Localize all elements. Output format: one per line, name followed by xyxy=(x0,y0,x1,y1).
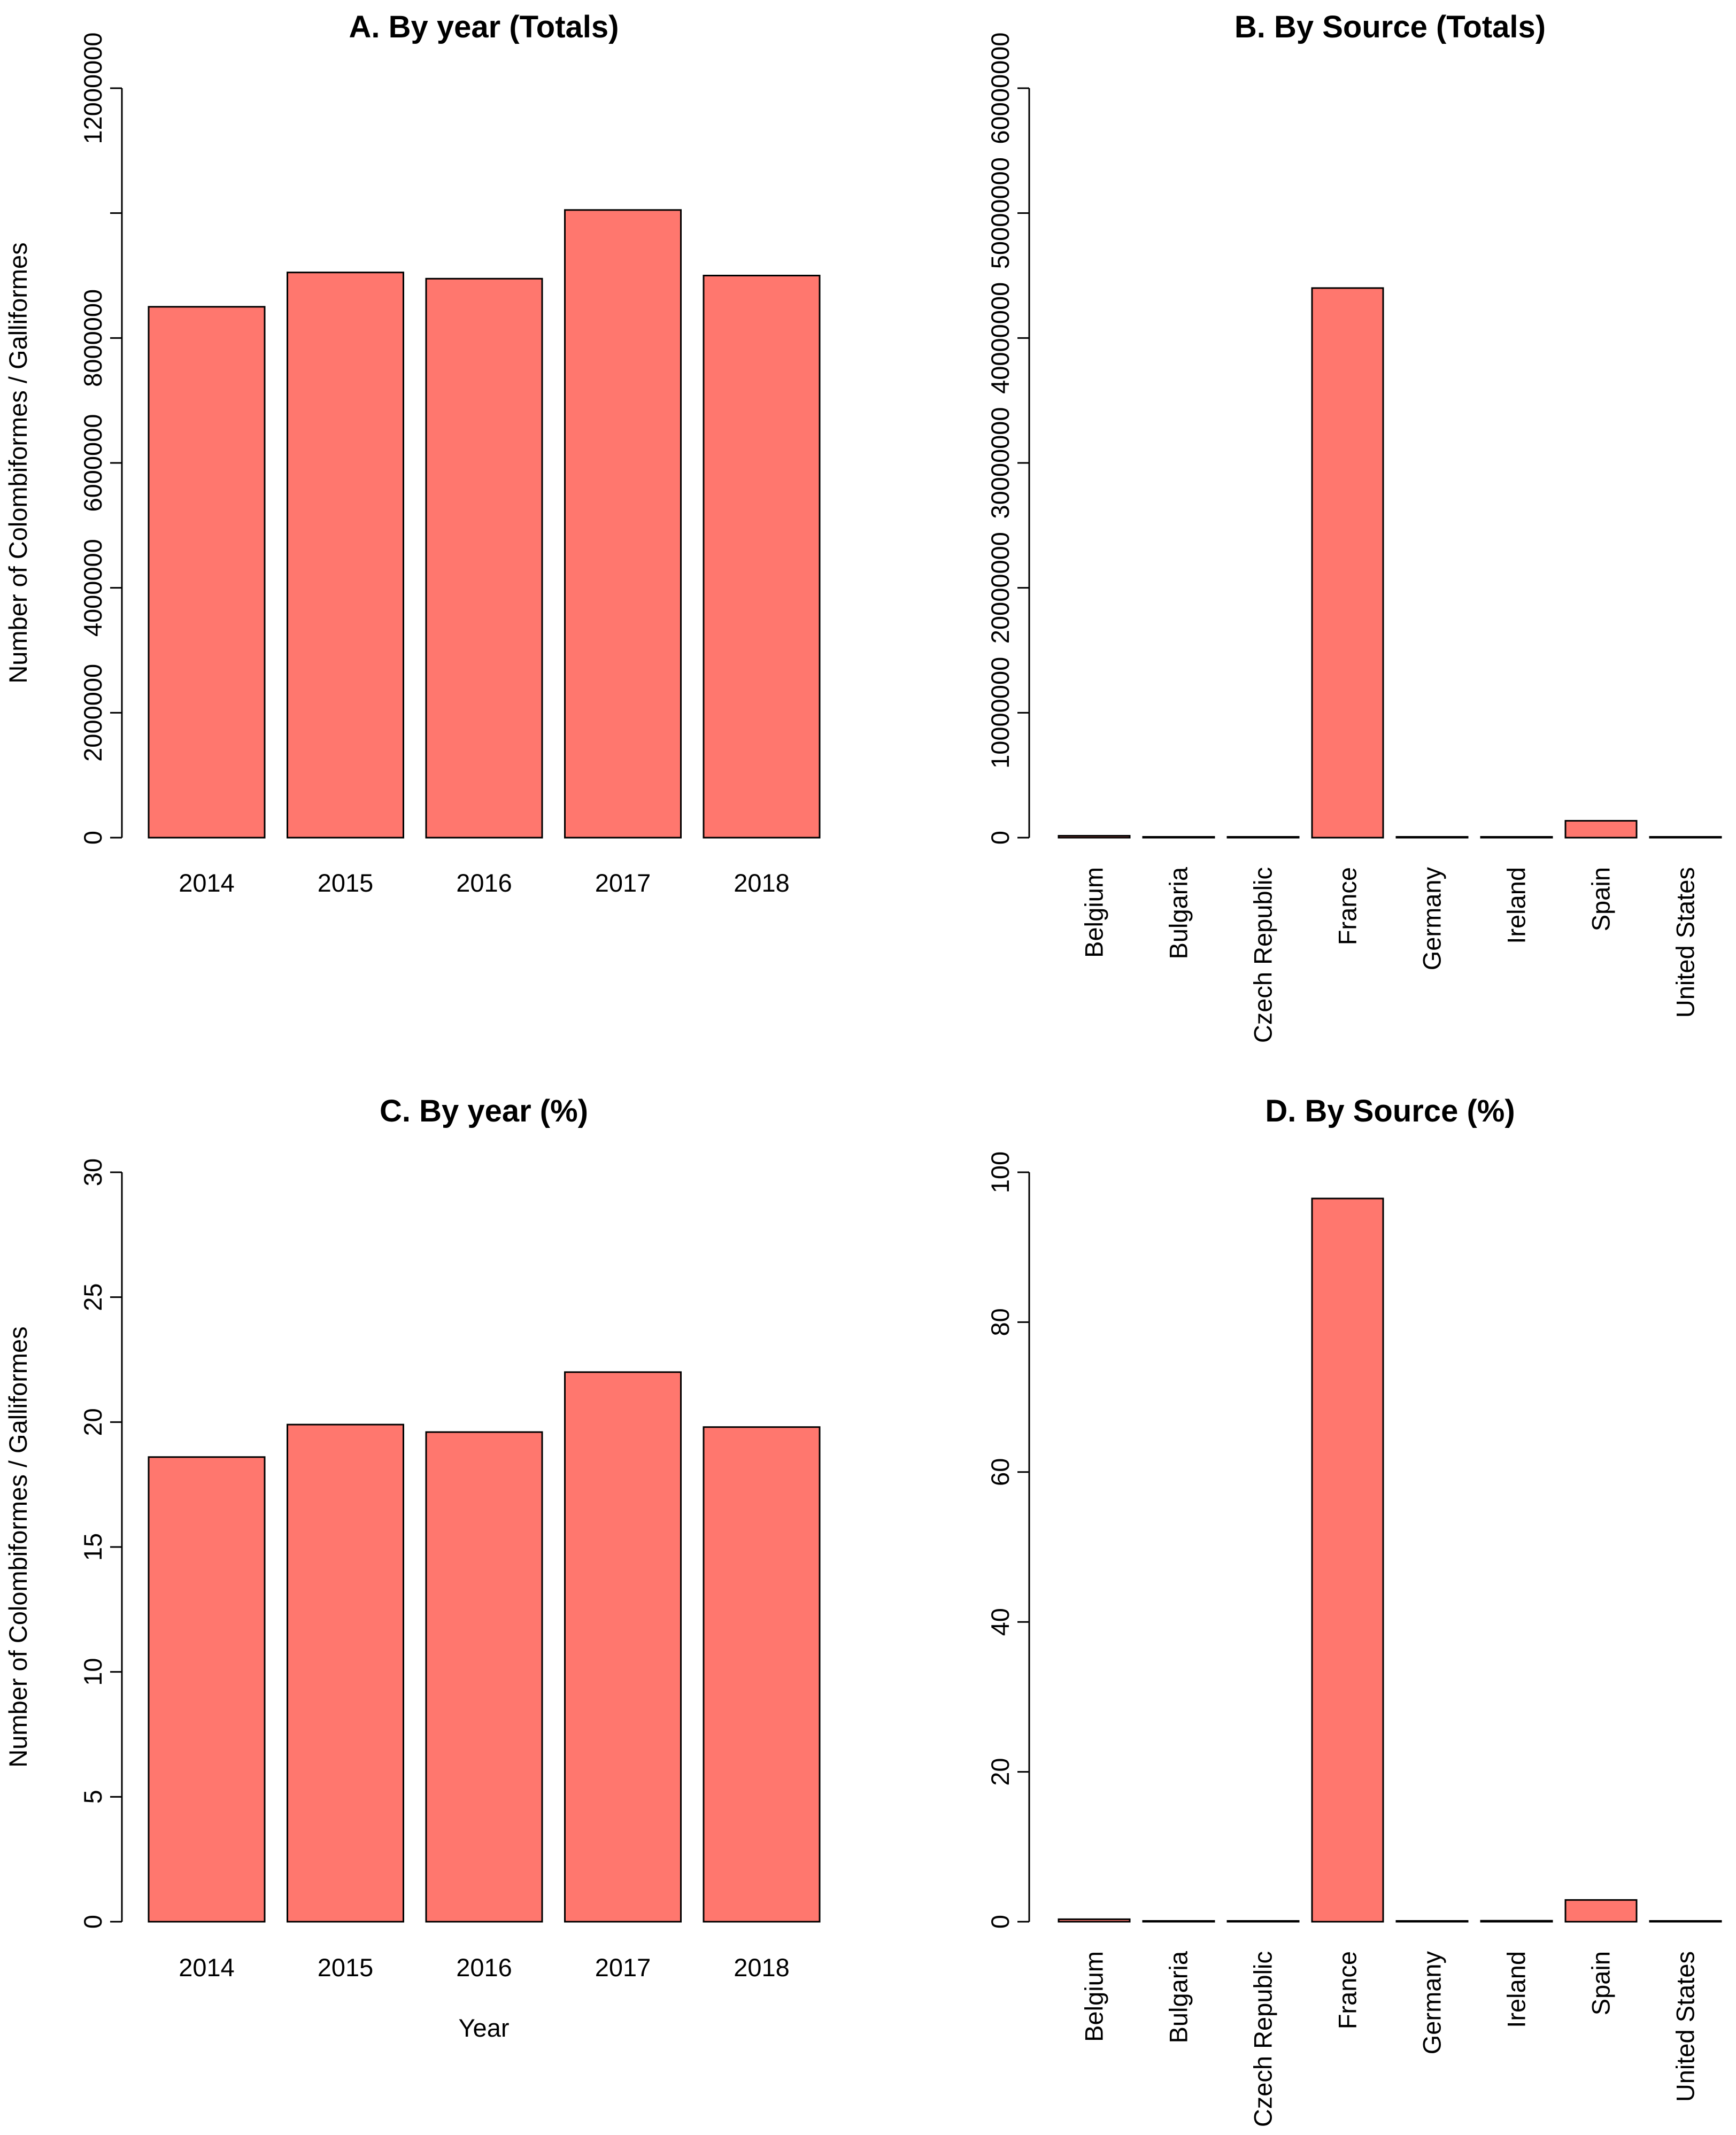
x-tick-label: United States xyxy=(1671,867,1700,1018)
y-tick-label: 60 xyxy=(986,1458,1014,1486)
x-tick-label: 2018 xyxy=(734,1953,790,1982)
y-tick-label: 15 xyxy=(79,1533,107,1561)
x-tick-label: Czech Republic xyxy=(1249,867,1277,1043)
chart-title: B. By Source (Totals) xyxy=(1235,10,1546,44)
y-tick-label: 80 xyxy=(986,1308,1014,1336)
y-tick-label: 25 xyxy=(79,1283,107,1311)
x-tick-label: Ireland xyxy=(1502,1951,1531,2028)
y-tick-label: 30 xyxy=(79,1158,107,1186)
bar-2014 xyxy=(148,306,266,839)
x-tick-label: Belgium xyxy=(1080,867,1108,958)
x-tick-label: 2016 xyxy=(456,869,512,897)
x-tick-label: Belgium xyxy=(1080,1951,1108,2042)
bar-ireland xyxy=(1480,1920,1553,1923)
y-tick-label: 0 xyxy=(79,831,107,845)
x-tick-label: 2015 xyxy=(318,869,374,897)
y-axis-label: Number of Colombiformes / Galliformes xyxy=(4,1326,32,1767)
chart-panel-a: A. By year (Totals) 0 2000000 4000000 600000… xyxy=(4,10,821,897)
bar-2015 xyxy=(287,272,404,839)
y-axis-label: Number of Colombiformes / Galliformes xyxy=(4,242,32,683)
bar-czech-republic xyxy=(1226,1920,1300,1923)
y-tick-label: 20 xyxy=(79,1408,107,1436)
y-tick-label: 0 xyxy=(986,1915,1014,1929)
bar-2017 xyxy=(564,209,682,839)
y-tick-label: 10000000 xyxy=(986,657,1014,769)
x-tick-label: Germany xyxy=(1418,1951,1446,2055)
x-tick-label: Bulgaria xyxy=(1164,867,1193,959)
bar-ireland xyxy=(1480,836,1553,839)
x-tick-label: Spain xyxy=(1587,867,1615,931)
y-tick-label: 20 xyxy=(986,1758,1014,1785)
y-tick-label: 30000000 xyxy=(986,407,1014,519)
x-axis-label: Year xyxy=(459,2014,510,2042)
bar-belgium xyxy=(1058,1918,1131,1923)
bar-france xyxy=(1311,1197,1384,1923)
bar-2017 xyxy=(564,1371,682,1923)
x-tick-label: Bulgaria xyxy=(1164,1951,1193,2043)
chart-title: C. By year (%) xyxy=(380,1094,588,1128)
bar-germany xyxy=(1395,1920,1469,1923)
bar-france xyxy=(1311,287,1384,839)
bar-united-states xyxy=(1649,836,1722,839)
x-tick-label: Spain xyxy=(1587,1951,1615,2015)
y-tick-label: 40000000 xyxy=(986,282,1014,394)
x-tick-label: France xyxy=(1333,1951,1362,2029)
y-tick-label: 0 xyxy=(986,831,1014,845)
x-tick-label: 2017 xyxy=(595,1953,651,1982)
y-tick-label: 40 xyxy=(986,1608,1014,1636)
y-tick-label: 2000000 xyxy=(79,664,107,762)
x-tick-label: 2014 xyxy=(179,869,235,897)
x-tick-label: 2017 xyxy=(595,869,651,897)
bar-2015 xyxy=(287,1424,404,1923)
bar-germany xyxy=(1395,836,1469,839)
bar-2016 xyxy=(425,277,543,839)
x-tick-label: 2018 xyxy=(734,869,790,897)
chart-panel-d: D. By Source (%) 0 20 40 60 80 100 Belgium Bulga… xyxy=(986,1094,1722,2127)
bar-spain xyxy=(1564,819,1638,839)
chart-panel-c: C. By year (%) 0 5 10 15 20 25 30 2014 2015 2016 20… xyxy=(4,1094,821,2042)
bar-spain xyxy=(1564,1899,1638,1923)
bar-2018 xyxy=(703,275,821,839)
x-tick-label: Ireland xyxy=(1502,867,1531,944)
chart-title: D. By Source (%) xyxy=(1265,1094,1515,1128)
y-tick-label: 50000000 xyxy=(986,157,1014,269)
x-tick-label: Czech Republic xyxy=(1249,1951,1277,2127)
y-tick-label: 5 xyxy=(79,1790,107,1804)
chart-title: A. By year (Totals) xyxy=(349,10,619,44)
x-tick-label: 2016 xyxy=(456,1953,512,1982)
x-tick-label: United States xyxy=(1671,1951,1700,2102)
x-tick-label: 2015 xyxy=(318,1953,374,1982)
x-tick-label: Germany xyxy=(1418,867,1446,971)
y-tick-label: 10 xyxy=(79,1658,107,1686)
bar-2014 xyxy=(148,1456,266,1923)
x-tick-label: 2014 xyxy=(179,1953,235,1982)
y-tick-label: 20000000 xyxy=(986,532,1014,644)
bar-belgium xyxy=(1058,834,1131,839)
bar-bulgaria xyxy=(1142,836,1215,839)
y-tick-label: 12000000 xyxy=(79,32,107,144)
bar-czech-republic xyxy=(1226,836,1300,839)
bar-united-states xyxy=(1649,1920,1722,1923)
bar-2016 xyxy=(425,1431,543,1923)
bar-2018 xyxy=(703,1426,821,1923)
bar-bulgaria xyxy=(1142,1920,1215,1923)
y-tick-label: 60000000 xyxy=(986,32,1014,144)
x-tick-label: France xyxy=(1333,867,1362,945)
y-tick-label: 4000000 xyxy=(79,539,107,637)
chart-panel-b: B. By Source (Totals) 0 10000000 20000000 30… xyxy=(986,10,1722,1043)
y-tick-label: 8000000 xyxy=(79,289,107,387)
y-tick-label: 100 xyxy=(986,1151,1014,1193)
y-tick-label: 0 xyxy=(79,1915,107,1929)
y-tick-label: 6000000 xyxy=(79,414,107,512)
